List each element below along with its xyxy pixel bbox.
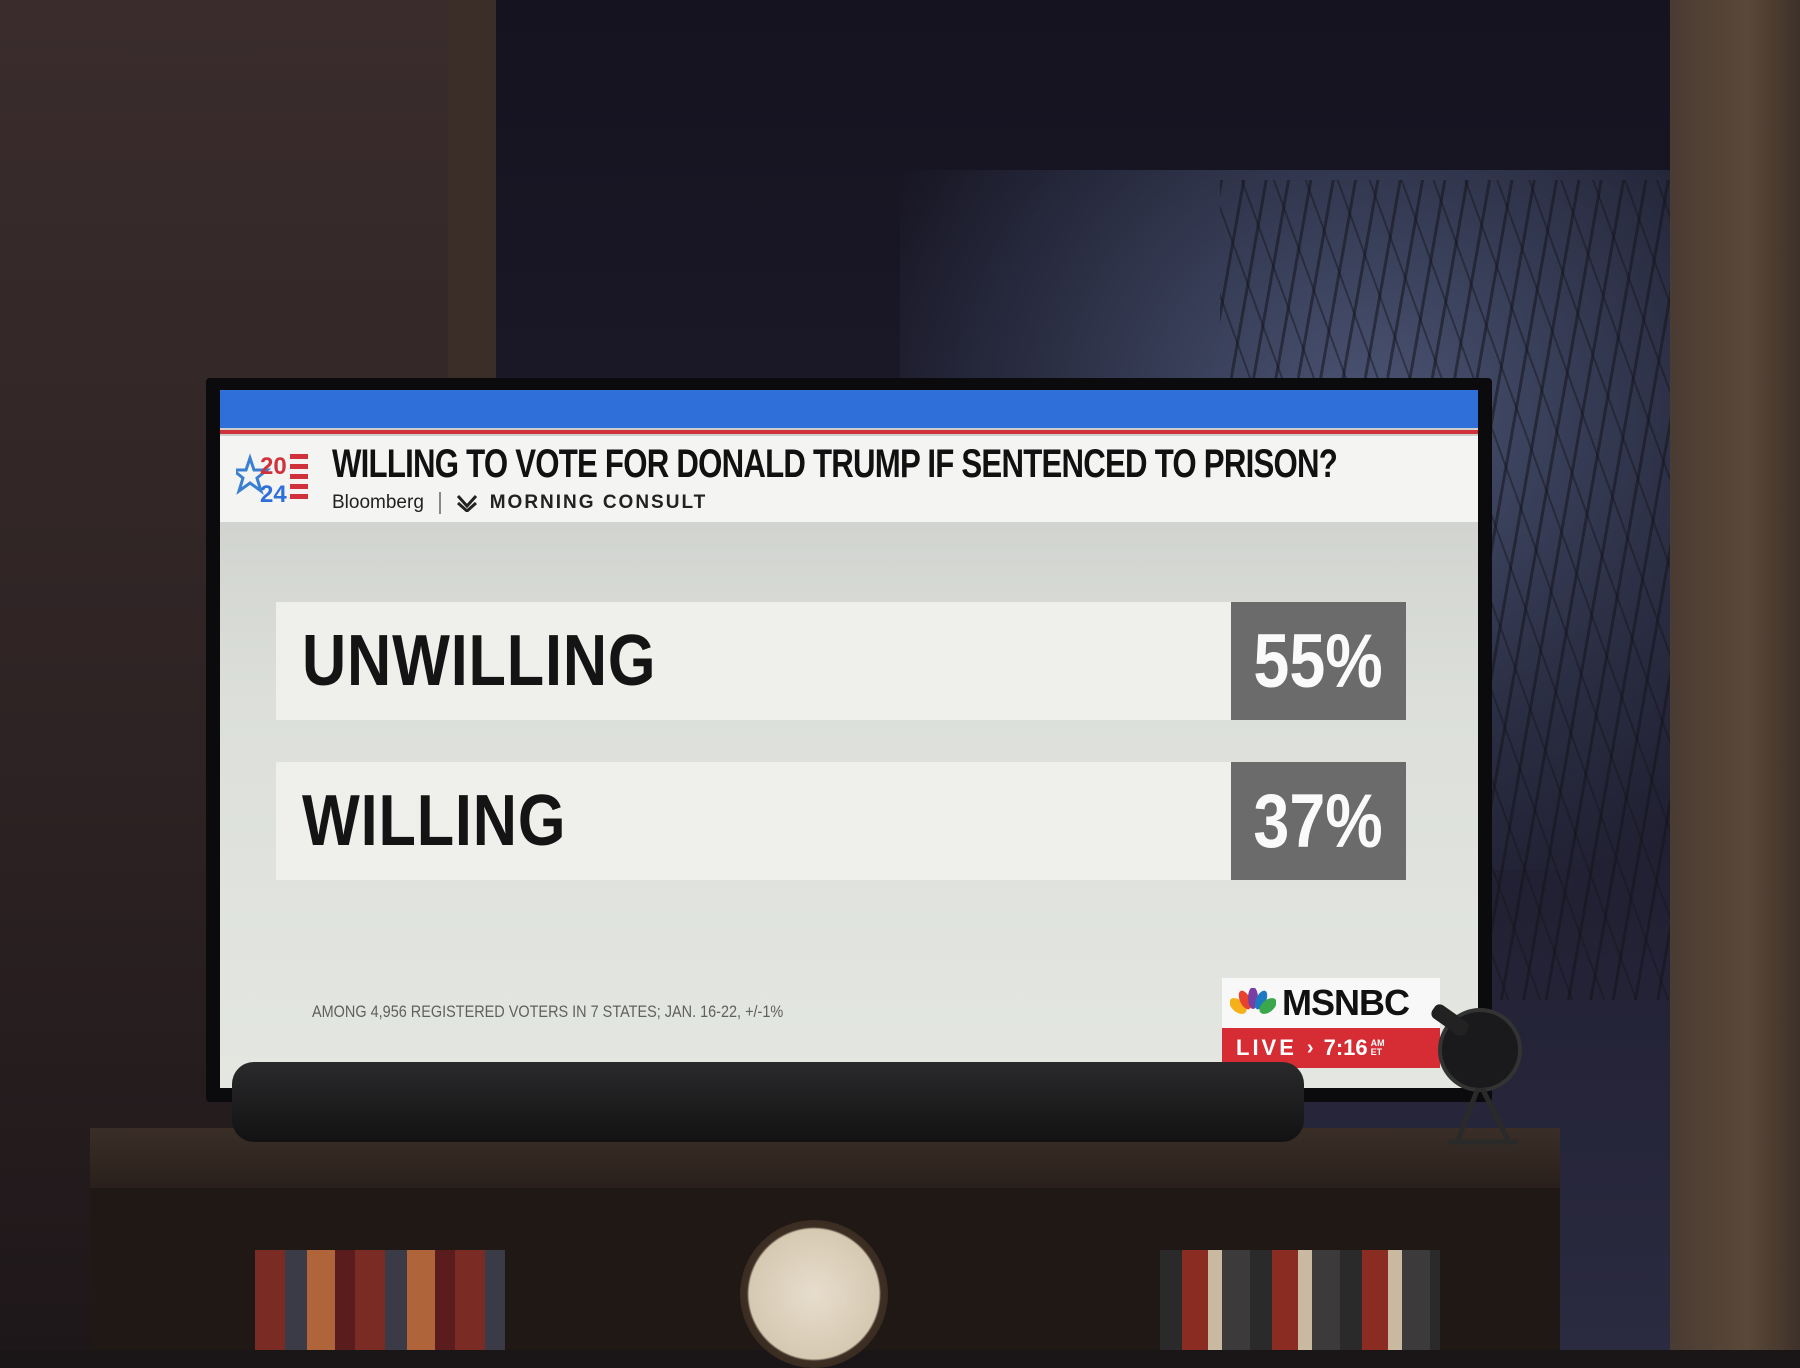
window-frame xyxy=(448,0,496,400)
chevron-right-icon: › xyxy=(1306,1036,1314,1059)
peacock-icon xyxy=(1230,988,1276,1014)
result-value: 37% xyxy=(1253,778,1384,864)
red-accent-line xyxy=(220,430,1478,434)
svg-text:24: 24 xyxy=(260,481,287,508)
morning-consult-icon xyxy=(457,494,478,512)
result-label: WILLING xyxy=(302,781,567,861)
top-blue-band xyxy=(220,390,1478,428)
result-row-unwilling: UNWILLING 55% xyxy=(276,602,1406,720)
graphic-headline: WILLING TO VOTE FOR DONALD TRUMP IF SENT… xyxy=(332,442,1338,486)
result-label-box: WILLING xyxy=(276,762,1231,880)
result-label: UNWILLING xyxy=(302,621,657,701)
door-frame xyxy=(1670,0,1800,1350)
poll-sources: Bloomberg MORNING CONSULT xyxy=(332,492,707,514)
result-value-box: 37% xyxy=(1231,762,1406,880)
result-value-box: 55% xyxy=(1231,602,1406,720)
bookshelf-books-left xyxy=(255,1250,505,1350)
result-row-willing: WILLING 37% xyxy=(276,762,1406,880)
svg-text:20: 20 xyxy=(260,453,287,480)
am-label: AM xyxy=(1370,1038,1385,1048)
wall-clock xyxy=(740,1220,888,1368)
morning-consult-wordmark: MORNING CONSULT xyxy=(489,492,708,514)
election-2024-logo: 20 24 xyxy=(236,453,308,508)
bookshelf-books-right xyxy=(1160,1250,1440,1350)
soundbar xyxy=(232,1062,1304,1142)
source-divider xyxy=(439,492,442,514)
msnbc-live-bug: MSNBC LIVE › 7:16 AM ET xyxy=(1222,978,1440,1070)
result-value: 55% xyxy=(1253,618,1384,704)
tv-screen: 20 24 WILLING TO VOTE FOR DONALD TRUMP I… xyxy=(220,390,1478,1088)
et-label: ET xyxy=(1370,1047,1383,1057)
graphic-header: 20 24 WILLING TO VOTE FOR DONALD TRUMP I… xyxy=(220,436,1478,522)
bloomberg-wordmark: Bloomberg xyxy=(332,492,424,514)
live-time-bar: LIVE › 7:16 AM ET xyxy=(1222,1028,1440,1068)
msnbc-wordmark: MSNBC xyxy=(1282,982,1410,1023)
live-label: LIVE xyxy=(1236,1035,1297,1060)
msnbc-logo-bar: MSNBC xyxy=(1222,978,1440,1028)
desk-fan xyxy=(1431,1004,1522,1145)
poll-footnote: AMONG 4,956 REGISTERED VOTERS IN 7 STATE… xyxy=(312,1002,784,1021)
time-zone: AM ET xyxy=(1371,1039,1385,1057)
result-label-box: UNWILLING xyxy=(276,602,1231,720)
broadcast-time: 7:16 xyxy=(1323,1035,1368,1060)
television: 20 24 WILLING TO VOTE FOR DONALD TRUMP I… xyxy=(206,378,1492,1102)
